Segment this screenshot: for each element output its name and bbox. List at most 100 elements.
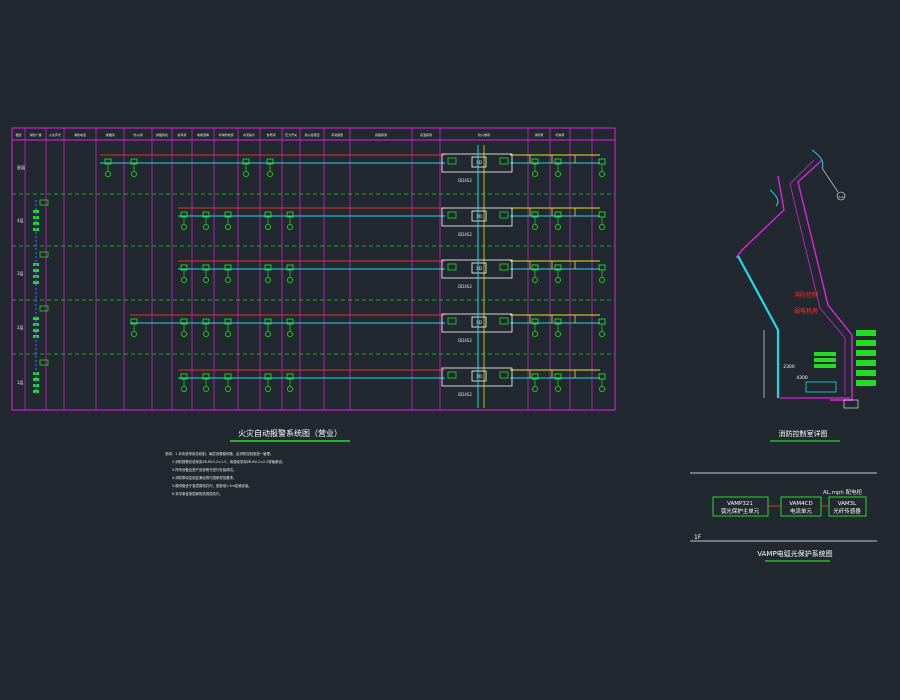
module-box — [441, 153, 513, 173]
floor-row: 2层 XD DD4S2 — [17, 305, 606, 343]
upper-wall — [735, 175, 785, 259]
device-bulb — [555, 330, 562, 337]
column-header: 手动报警 — [331, 132, 343, 137]
note-line: 6.未尽事宜按国家相关规范执行。 — [172, 491, 223, 496]
device-bulb — [224, 276, 231, 283]
module-port — [447, 263, 457, 271]
device-bulb — [130, 170, 137, 177]
module-box — [441, 367, 513, 387]
device-bulb — [286, 330, 293, 337]
module-port — [499, 263, 509, 271]
console — [805, 381, 837, 393]
module-box — [441, 313, 513, 333]
room-label-1: 消防控制 — [794, 291, 818, 299]
device-bulb — [202, 385, 209, 392]
door-swing — [769, 189, 779, 207]
device-bulb — [532, 385, 539, 392]
desk-unit — [814, 364, 836, 368]
desk-unit — [814, 358, 836, 362]
device-bulb — [264, 276, 271, 283]
room-label-2: 弱电机房 — [794, 307, 818, 315]
module-port — [499, 371, 509, 379]
glass-wall — [737, 255, 780, 398]
floor-dividers — [12, 193, 615, 355]
module-core — [471, 316, 487, 328]
fire-alarm-system-diagram: 楼层 消防广播 火灾声光 消防电话 排烟阀 防火阀 排烟风机 新风机 电梯迫降 非消防电源 水流指示… — [11, 127, 616, 496]
device-bulb — [180, 276, 187, 283]
equipment-rack — [805, 330, 876, 409]
control-room-detail: A-4 消防控制 弱电机房 2300 4300 消防控制室详图 — [735, 149, 876, 442]
device-bulb — [286, 385, 293, 392]
column-header: 火灾声光 — [49, 132, 61, 137]
controller-label: DD4S2 — [458, 392, 472, 397]
device-bulb — [532, 330, 539, 337]
note-line: 5.模块箱设于各层弱电井内，底距地1.5m挂墙安装。 — [172, 483, 252, 488]
dimension-2: 4300 — [796, 375, 808, 381]
column-header: 消防泵 — [534, 132, 543, 137]
speaker-symbol — [33, 378, 39, 381]
device-bulb — [599, 276, 606, 283]
device-bulb — [286, 276, 293, 283]
floor-label: 1层 — [17, 379, 24, 385]
module-label: XD — [476, 160, 482, 165]
device-bulb — [180, 330, 187, 337]
device-bulb — [224, 223, 231, 230]
rack-unit — [856, 350, 876, 356]
module-port — [447, 317, 457, 325]
module-label: XD — [476, 266, 482, 271]
speaker-symbol — [33, 390, 39, 393]
module-label: XD — [476, 320, 482, 325]
column-header: 防火阀 — [133, 132, 142, 137]
module-core — [471, 262, 487, 274]
module-port — [447, 157, 457, 165]
device-bulb — [224, 385, 231, 392]
module-core — [471, 210, 487, 222]
unit-3-name: 光纤传感器 — [833, 507, 861, 515]
column-headers: 楼层 消防广播 火灾声光 消防电话 排烟阀 防火阀 排烟风机 新风机 电梯迫降 非消防电源 水流指示… — [15, 132, 564, 137]
module-port — [499, 157, 509, 165]
tag-leader — [821, 167, 839, 193]
floor-label: 2层 — [17, 324, 24, 330]
unit-1-name: 弧光保护主单元 — [721, 507, 760, 515]
panel — [843, 399, 859, 409]
fire-alarm-title: 火灾自动报警系统图（营业） — [238, 428, 342, 438]
column-header: 消火栓按钮 — [304, 132, 319, 137]
column-header: 消防电话 — [74, 132, 86, 137]
rack-unit — [856, 340, 876, 346]
device-bulb — [105, 170, 112, 177]
note-line: 3.所有设备应按产品说明书进行安装调试。 — [172, 467, 236, 472]
speaker-box — [39, 359, 49, 366]
device-bulb — [532, 223, 539, 230]
rack-unit — [856, 370, 876, 376]
module-box — [441, 259, 513, 279]
device-bulb — [286, 223, 293, 230]
device-bulb — [532, 170, 539, 177]
control-room-title: 消防控制室详图 — [779, 429, 828, 438]
unit-3-model: VAM3L — [838, 501, 857, 507]
floor-row: 屋面 XD DD4S2 — [17, 153, 606, 183]
floor-row: 3层 XD DD4S2 — [17, 251, 606, 289]
controller-label: DD4S2 — [458, 284, 472, 289]
device-bulb — [555, 170, 562, 177]
column-header: 喷淋泵 — [555, 132, 564, 137]
speaker-symbol — [33, 210, 39, 213]
module-core — [471, 370, 487, 382]
column-header: 感温探测 — [420, 132, 432, 137]
device-bulb — [599, 330, 606, 337]
notes-block: 说明：1.本系统采用总线制，每层设置模块箱，由消防控制室统一管理。 2.消防报警… — [165, 451, 285, 496]
dimension-1: 2300 — [783, 364, 795, 370]
unit-2-name: 电流单元 — [790, 507, 813, 515]
tag-bubble — [836, 191, 846, 201]
floor-row: 1层 XD DD4S2 — [17, 359, 606, 397]
outer-wall-inner — [789, 159, 846, 395]
unit-1-model: VAMP321 — [727, 501, 753, 507]
column-header: 排烟阀 — [105, 132, 114, 137]
device-bulb — [180, 223, 187, 230]
column-header: 非消防电源 — [218, 132, 233, 137]
rack-unit — [856, 380, 876, 386]
vamp-unit-sensor — [828, 496, 867, 517]
column-header: 感烟探测 — [375, 132, 387, 137]
floor-rows: 屋面 XD DD4S2 4层 XD DD4S2 3层 XD DD4S2 2层 XD DD4S2 1层 XD… — [17, 153, 606, 397]
device-bulb — [266, 170, 273, 177]
